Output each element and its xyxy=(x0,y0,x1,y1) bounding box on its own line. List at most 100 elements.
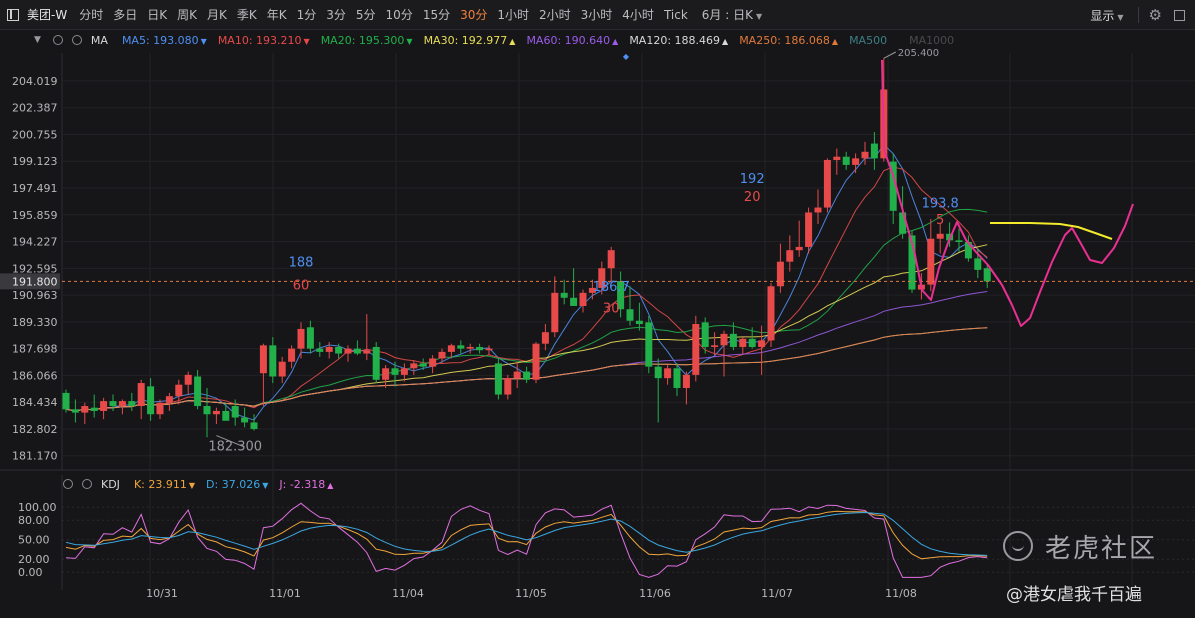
settings-circle-icon[interactable] xyxy=(63,479,73,489)
candle-body xyxy=(964,241,972,259)
chevron-down-icon: ▼ xyxy=(1117,12,1124,22)
date-tick-label: 11/07 xyxy=(761,587,793,600)
candle-body xyxy=(823,159,831,208)
tab-period[interactable]: 季K xyxy=(236,8,257,22)
tab-period[interactable]: 月K xyxy=(206,8,227,22)
ma-legend-item[interactable]: MA30: 192.977 ▲ xyxy=(424,34,516,47)
ma60-line xyxy=(65,291,988,412)
candle-body xyxy=(231,406,239,418)
ma-legend-name: MA500 xyxy=(849,33,888,47)
ma-legend-item[interactable]: MA10: 193.210 ▼ xyxy=(218,34,310,47)
divider xyxy=(1137,7,1139,23)
candle-body xyxy=(560,292,568,298)
chart-annotation: 188 xyxy=(289,256,314,271)
range-select[interactable]: 6月 : 日K ▼ xyxy=(701,8,763,22)
kdj-legend-item[interactable]: J: -2.318 ▲ xyxy=(279,478,333,491)
event-marker-icon: ◆ xyxy=(623,52,630,61)
date-tick-label: 11/04 xyxy=(392,587,424,600)
handdrawn-yellow-projection xyxy=(990,222,1113,240)
price-tick-label: 194.227 xyxy=(12,236,58,249)
tab-period[interactable]: 1小时 xyxy=(497,8,530,22)
arrow-down-icon: ▼ xyxy=(406,36,413,46)
gear-icon[interactable]: ⚙ xyxy=(1148,6,1162,24)
tab-period[interactable]: 15分 xyxy=(422,8,451,22)
symbol-label[interactable]: 美团-W xyxy=(27,8,68,22)
ma-legend: ▼ MA MA5: 193.080 ▼ MA10: 193.210 ▼ MA20: 19… xyxy=(0,30,1195,50)
tab-period[interactable]: 30分 xyxy=(460,8,488,22)
price-tick-label: 186.066 xyxy=(12,369,58,382)
candle-body xyxy=(983,268,991,282)
tab-period[interactable]: 3分 xyxy=(326,8,346,22)
tab-period[interactable]: 3小时 xyxy=(580,8,613,22)
candle-body xyxy=(908,235,916,290)
tab-period[interactable]: 多日 xyxy=(113,8,138,22)
chart-annotation: 193.8 xyxy=(922,197,959,212)
tab-period[interactable]: 2小时 xyxy=(539,8,571,22)
panel-toggle-icon[interactable] xyxy=(7,8,19,21)
candle-body xyxy=(541,332,549,344)
ma-legend-item[interactable]: MA5: 193.080 ▼ xyxy=(122,34,207,47)
close-circle-icon[interactable] xyxy=(71,35,82,45)
arrow-down-icon: ▼ xyxy=(200,36,207,46)
chevron-down-icon: ▼ xyxy=(755,12,763,21)
date-tick-label: 11/06 xyxy=(639,587,671,600)
ma-legend-item[interactable]: MA1000 xyxy=(909,34,954,47)
tab-period[interactable]: 周K xyxy=(177,8,197,22)
candle-body xyxy=(100,401,108,411)
tab-period[interactable]: 日K xyxy=(147,8,168,22)
chart-annotation: 30 xyxy=(603,302,620,317)
candle-body xyxy=(664,368,672,379)
candle-body xyxy=(466,346,474,349)
price-tick-label: 202.387 xyxy=(12,102,58,115)
candle-body xyxy=(71,409,79,413)
ma-legend-value: 188.469 xyxy=(674,33,721,47)
ma-legend-item[interactable]: MA20: 195.300 ▼ xyxy=(321,34,413,47)
candle-body xyxy=(588,287,596,293)
tab-period[interactable]: 分时 xyxy=(79,8,104,22)
ma-legend-item[interactable]: MA500 xyxy=(849,34,887,47)
fullscreen-icon[interactable] xyxy=(1174,9,1185,21)
candle-body xyxy=(400,368,408,375)
kdj-legend-value: -2.318 xyxy=(289,477,326,491)
candle-body xyxy=(118,401,126,407)
kdj-legend-item[interactable]: K: 23.911 ▼ xyxy=(134,478,195,491)
arrow-down-icon: ▼ xyxy=(188,480,196,490)
candle-body xyxy=(720,333,728,346)
candle-body xyxy=(297,328,305,349)
kdj-legend-item[interactable]: D: 37.026 ▼ xyxy=(206,478,268,491)
price-tick-label: 189.330 xyxy=(12,316,58,329)
tab-period[interactable]: 5分 xyxy=(355,8,376,22)
kdj-tick-label: 50.00 xyxy=(18,534,50,547)
candle-body xyxy=(673,368,681,388)
candle-body xyxy=(635,320,643,325)
kdj-values: K: 23.911 ▼ D: 37.026 ▼ J: -2.318 ▲ xyxy=(134,478,345,491)
price-tick-label: 192.595 xyxy=(12,262,58,275)
candle-body xyxy=(654,366,662,379)
kdj-indicator-label[interactable]: KDJ xyxy=(101,477,120,491)
ma-legend-value: 190.640 xyxy=(564,33,611,47)
candle-body xyxy=(438,351,446,359)
candle-body xyxy=(90,407,98,411)
ma-indicator-label[interactable]: MA xyxy=(90,33,108,47)
collapse-triangle-icon[interactable]: ▼ xyxy=(34,35,41,45)
tab-period[interactable]: 4小时 xyxy=(622,8,654,22)
tab-period[interactable]: 10分 xyxy=(385,8,413,22)
watermark-text: 老虎社区 xyxy=(1045,533,1158,564)
candle-body xyxy=(184,374,192,385)
price-tick-label: 184.434 xyxy=(12,396,58,409)
ma-legend-name: MA120: xyxy=(629,33,675,47)
ma-legend-item[interactable]: MA120: 188.469 ▲ xyxy=(629,34,728,47)
ma-legend-item[interactable]: MA250: 186.068 ▲ xyxy=(739,34,838,47)
settings-circle-icon[interactable] xyxy=(52,35,63,45)
ma-legend-item[interactable]: MA60: 190.640 ▲ xyxy=(526,34,618,47)
date-tick-label: 11/01 xyxy=(269,587,301,600)
tab-period[interactable]: 1分 xyxy=(296,8,317,22)
close-circle-icon[interactable] xyxy=(82,479,92,489)
display-button[interactable]: 显示 ▼ xyxy=(1090,8,1124,23)
candle-body xyxy=(147,386,155,415)
tab-period[interactable]: Tick xyxy=(663,7,688,22)
candle-body xyxy=(936,233,944,239)
price-tick-label: 204.019 xyxy=(12,75,58,88)
tab-period[interactable]: 年K xyxy=(266,8,287,22)
